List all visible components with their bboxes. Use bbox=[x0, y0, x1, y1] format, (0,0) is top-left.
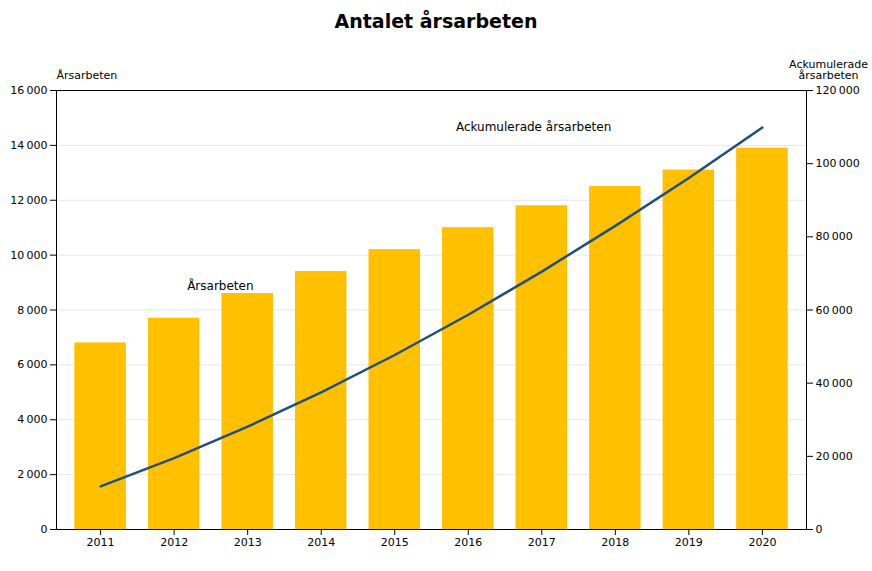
svg-text:8 000: 8 000 bbox=[17, 304, 47, 317]
svg-text:14 000: 14 000 bbox=[10, 139, 47, 152]
svg-text:16 000: 16 000 bbox=[10, 84, 47, 97]
svg-text:2020: 2020 bbox=[748, 536, 776, 549]
svg-text:0: 0 bbox=[41, 523, 48, 536]
svg-text:2 000: 2 000 bbox=[17, 468, 47, 481]
svg-text:0: 0 bbox=[816, 523, 823, 536]
svg-text:2018: 2018 bbox=[601, 536, 629, 549]
svg-text:Ackumulerade årsarbeten: Ackumulerade årsarbeten bbox=[456, 120, 611, 134]
svg-text:Årsarbeten: Årsarbeten bbox=[187, 278, 253, 293]
svg-text:20 000: 20 000 bbox=[816, 450, 853, 463]
svg-text:100 000: 100 000 bbox=[816, 157, 860, 170]
svg-text:2014: 2014 bbox=[307, 536, 335, 549]
svg-text:40 000: 40 000 bbox=[816, 377, 853, 390]
svg-text:2015: 2015 bbox=[381, 536, 409, 549]
svg-text:2013: 2013 bbox=[234, 536, 262, 549]
svg-text:120 000: 120 000 bbox=[816, 84, 860, 97]
svg-text:10 000: 10 000 bbox=[10, 249, 47, 262]
svg-text:Ackumuleradeårsarbeten: Ackumuleradeårsarbeten bbox=[789, 58, 868, 82]
svg-text:12 000: 12 000 bbox=[10, 194, 47, 207]
svg-text:80 000: 80 000 bbox=[816, 230, 853, 243]
svg-text:60 000: 60 000 bbox=[816, 304, 853, 317]
svg-text:6 000: 6 000 bbox=[17, 358, 47, 371]
svg-text:2017: 2017 bbox=[528, 536, 556, 549]
svg-text:2016: 2016 bbox=[454, 536, 482, 549]
svg-text:Årsarbeten: Årsarbeten bbox=[57, 69, 118, 82]
svg-text:2012: 2012 bbox=[160, 536, 188, 549]
html-text:Antalet årsarbeten: Antalet årsarbeten bbox=[334, 10, 538, 32]
svg-text:2011: 2011 bbox=[87, 536, 115, 549]
svg-text:4 000: 4 000 bbox=[17, 413, 47, 426]
svg-text:2019: 2019 bbox=[675, 536, 703, 549]
